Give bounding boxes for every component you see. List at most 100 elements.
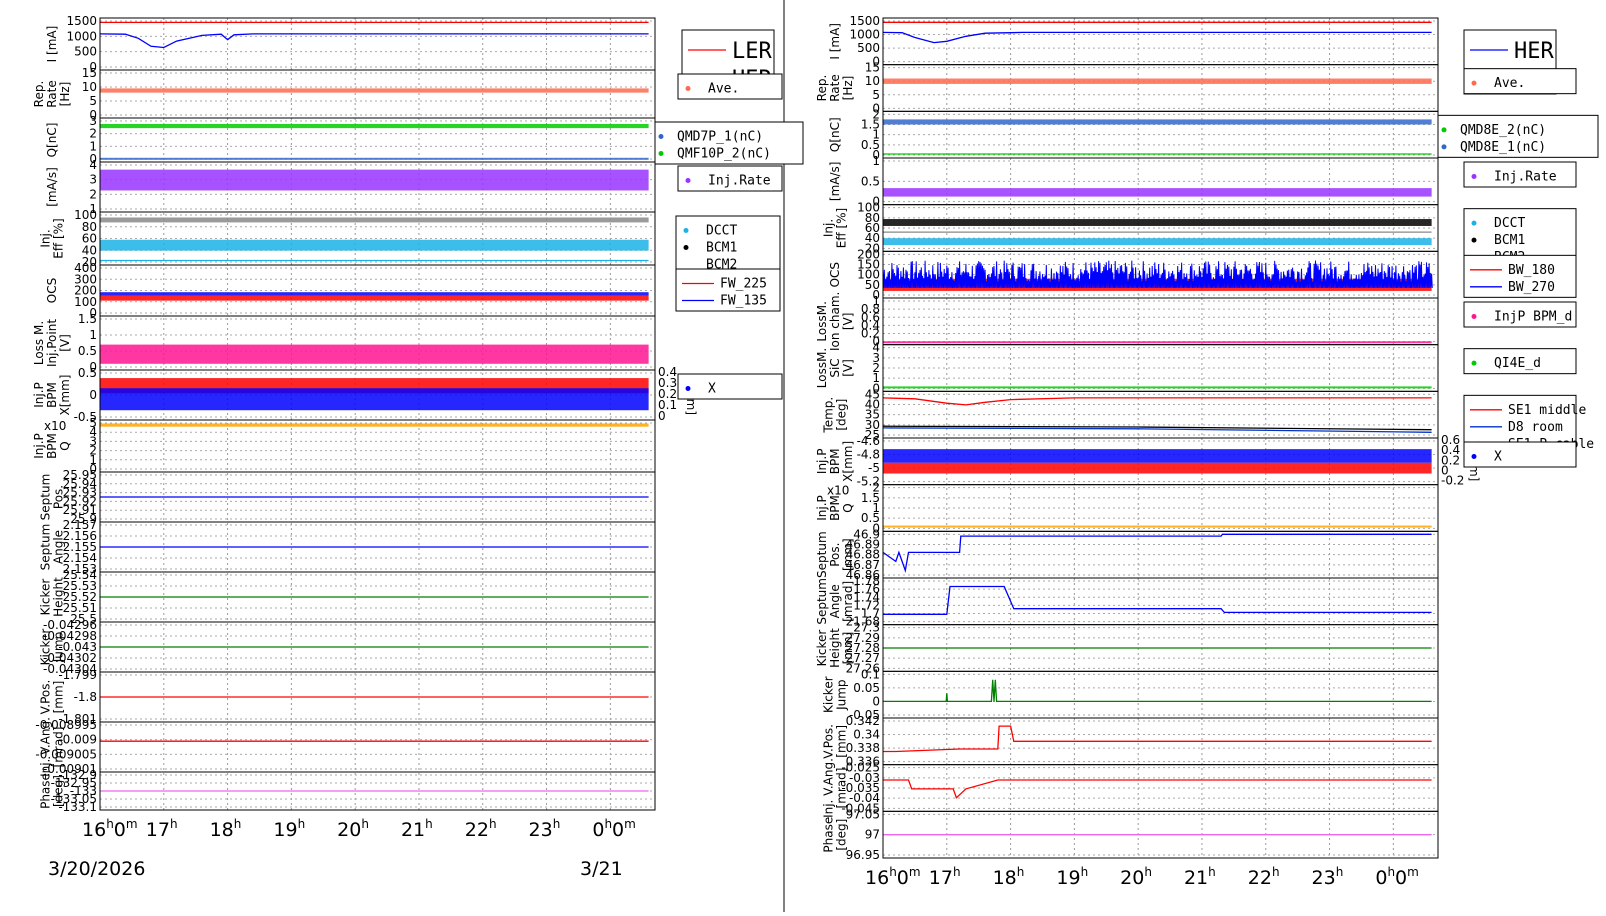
left-xtick-4: 20h	[337, 817, 369, 841]
right-septum-pos-ytick-0: 46.9	[853, 527, 880, 541]
left-xtick-1: 17h	[146, 817, 178, 841]
right-temperature-ylabel-1: [deg]	[835, 399, 849, 431]
right-v-ang-ylabel-1: [mrad]	[835, 768, 849, 809]
left-kicker-jump-ytick-4: -0.04304	[43, 662, 97, 676]
right-loss-sic-ytick-2: 2	[872, 361, 880, 375]
right-temperature-ytick-0: 45	[865, 387, 880, 401]
right-inj-eff-legend-dcct-label: DCCT	[1494, 216, 1525, 231]
left-septum-angle-ytick-3: 2.154	[63, 551, 97, 565]
right-ocs-legend-bw-270-label: BW_270	[1508, 280, 1555, 295]
right-v-pos-ylabel-0: V.Pos.	[822, 724, 836, 759]
right-phase-frame	[882, 810, 1439, 859]
left-ocs-series-fw-225	[100, 295, 649, 301]
left-kicker-height-ylabel-1: Height	[52, 577, 66, 617]
right-loss-sic-ylabel-1: SiC	[828, 358, 842, 377]
right-temperature-series-se1-p-cable	[882, 425, 1432, 431]
right-inj-eff-series-bcm1	[883, 219, 1432, 226]
left-inj-bpm-x-ytick-0: 0.5	[78, 366, 97, 380]
left-inj-bpm-x-series-x	[100, 388, 649, 411]
right-ocs-ytick-3: 50	[865, 278, 880, 292]
left-inj-bpm-x-ytick-2: -0.5	[74, 410, 97, 424]
left-kicker-jump-ytick-3: -0.04302	[43, 651, 97, 665]
right-charge-ytick-2: 1	[872, 128, 880, 142]
left-beam-current-ylabel-0: I [mA]	[45, 26, 59, 63]
left-loss-monitor-series-loss	[100, 344, 649, 364]
left-beam-current-frame	[99, 17, 656, 71]
left-rep-rate-ytick-0: 15	[82, 66, 97, 80]
left-inj-bpm-q-frame	[99, 419, 656, 473]
left-septum-pos-ytick-5: 25.9	[70, 512, 97, 526]
right-xtick-8: 0h0m	[1375, 865, 1419, 889]
right-temperature-series-se1-middle	[882, 397, 1432, 406]
right-ocs-ytick-0: 200	[857, 247, 880, 261]
right-septum-angle-frame	[882, 577, 1439, 626]
left-inj-bpm-x-ytick-1: 0	[89, 388, 97, 402]
right-temperature-ytick-1: 40	[865, 398, 880, 412]
right-charge-ytick-3: 0.5	[861, 138, 880, 152]
right-kicker-height-ytick-3: 27.27	[846, 651, 880, 665]
right-beam-current-ytick-2: 500	[857, 41, 880, 55]
right-kicker-height-ylabel-1: Height	[828, 628, 842, 668]
right-loss-ion-chamber-ylabel-0: LossM.	[815, 301, 829, 342]
right-kicker-height-ylabel-0: Kicker	[815, 630, 829, 667]
left-kicker-height-ytick-3: 25.51	[63, 601, 97, 615]
right-septum-pos-ylabel-2: [mm]	[841, 538, 855, 571]
right-v-ang-ytick-2: -0.035	[841, 781, 880, 795]
left-inj-eff-legend-dcct-swatch	[683, 228, 689, 233]
left-xtick-7: 23h	[529, 817, 561, 841]
right-xtick-1: 17h	[929, 865, 961, 889]
right-rep-rate-ylabel-2: [Hz]	[841, 76, 855, 101]
left-loss-monitor-ylabel-0: Loss M.	[32, 321, 46, 365]
left-inj-bpm-x-ylabel-0: Inj.P	[32, 382, 46, 408]
right-inj-eff-ytick-1: 80	[865, 211, 880, 225]
left-kicker-height-ytick-2: 25.52	[63, 590, 97, 604]
left-charge-ytick-1: 2	[89, 127, 97, 141]
left-inj-bpm-x-rtick-0: 0.4	[658, 365, 677, 379]
right-xtick-7: 23h	[1312, 865, 1344, 889]
left-v-pos-ylabel-1: [mm]	[52, 681, 66, 714]
left-ocs-legend-fw-135-label: FW_135	[720, 294, 767, 309]
left-septum-angle-ylabel-1: Angle	[52, 530, 66, 564]
left-kicker-height-ytick-1: 25.53	[63, 579, 97, 593]
right-ocs-legend-box	[1463, 254, 1577, 298]
right-rep-rate-legend-box	[1463, 68, 1577, 95]
left-v-ang-frame	[99, 721, 656, 773]
left-rep-rate-ytick-3: 0	[89, 108, 97, 122]
left-loss-monitor-ylabel-2: [V]	[58, 334, 72, 352]
right-loss-ion-chamber-legend-box	[1463, 301, 1577, 328]
left-inj-bpm-q-ytick-3: 2	[89, 444, 97, 458]
right-rep-rate-ytick-3: 0	[872, 101, 880, 115]
left-v-ang-ytick-0: -0.008995	[35, 718, 97, 732]
date-label: 3/20/2026	[48, 858, 146, 880]
right-inj-bpm-x-series-x	[883, 449, 1432, 463]
right-xtick-4: 20h	[1120, 865, 1152, 889]
left-charge-legend-qmf10p-2-nc--label: QMF10P_2(nC)	[677, 147, 771, 162]
left-xtick-3: 19h	[273, 817, 305, 841]
left-inj-bpm-x-rtick-2: 0.2	[658, 387, 677, 401]
right-inj-eff-legend-bcm1-swatch	[1471, 237, 1477, 243]
right-charge-legend-qmd8e-1-nc--swatch	[1441, 144, 1447, 150]
right-ocs-series-bw-270	[882, 260, 1433, 291]
right-loss-ion-chamber-legend-injp-bpm-d-label: InjP BPM_d	[1494, 310, 1572, 325]
right-septum-angle-ytick-5: 21.68	[846, 615, 880, 629]
right-inj-bpm-x-legend-x-swatch	[1471, 454, 1477, 459]
right-inj-bpm-x-ylabel-1: BPM	[828, 448, 842, 474]
left-inj-eff-legend-bcm1-label: BCM1	[706, 241, 737, 256]
left-ocs-ytick-3: 100	[74, 295, 97, 309]
right-charge-legend-box	[1437, 114, 1599, 158]
right-loss-sic-series-qi4e-d	[883, 386, 1432, 389]
right-inj-rate-ytick-0: 1	[872, 154, 880, 168]
left-septum-pos-ytick-0: 25.95	[63, 468, 97, 482]
right-inj-eff-ytick-4: 20	[865, 241, 880, 255]
right-inj-eff-legend-bcm1-label: BCM1	[1494, 233, 1525, 248]
left-inj-bpm-x-ylabel-1: BPM	[45, 382, 59, 408]
left-inj-eff-ytick-2: 60	[82, 232, 97, 246]
left-rep-rate-series-ave-	[100, 88, 649, 93]
right-inj-rate-legend-box	[1463, 161, 1577, 188]
right-inj-bpm-q-ytick-4: 0	[872, 521, 880, 535]
right-inj-bpm-x-ylabel-0: Inj.P	[815, 449, 829, 475]
left-rep-rate-frame	[99, 69, 656, 119]
right-inj-eff-ytick-2: 60	[865, 221, 880, 235]
right-v-ang-ytick-0: -0.025	[841, 761, 880, 775]
